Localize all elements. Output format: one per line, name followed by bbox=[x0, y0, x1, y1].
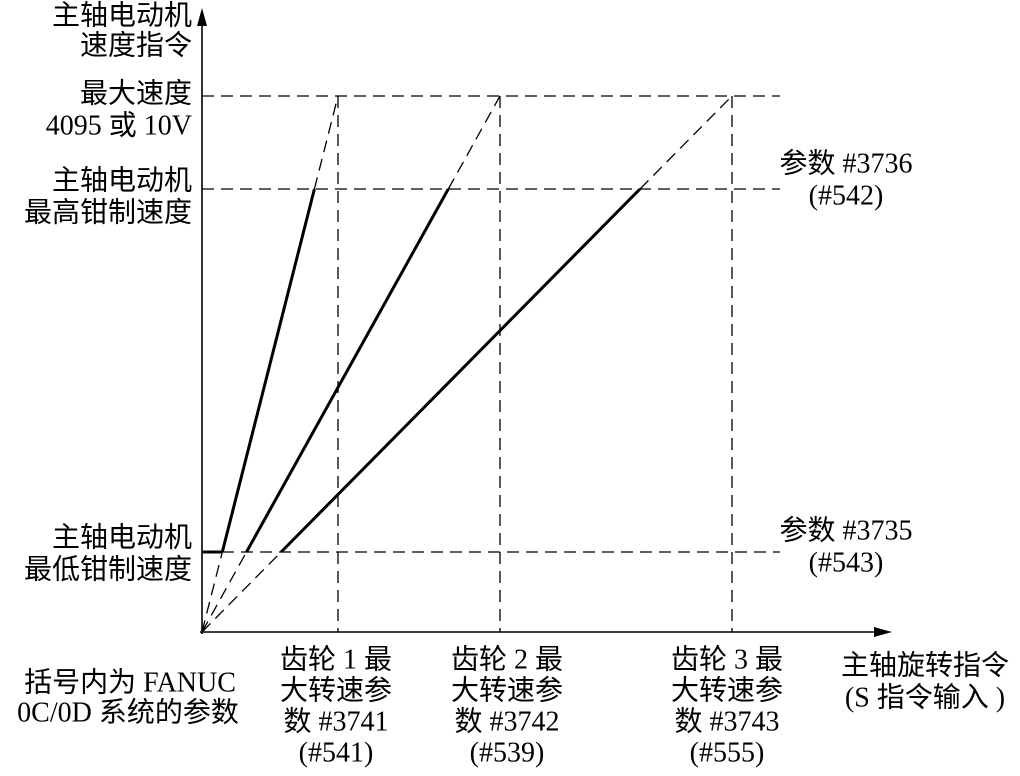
x-arrow bbox=[874, 627, 892, 637]
upper-clamp-label: 最高钳制速度 bbox=[24, 196, 192, 228]
upper-clamp-label: 主轴电动机 bbox=[52, 164, 192, 196]
upper-clamp-param: (#542) bbox=[809, 180, 884, 211]
lower-clamp-param: 参数 #3735 bbox=[779, 514, 912, 546]
gear-label: 数 #3741 bbox=[283, 705, 388, 737]
y-axis-label: 主轴电动机 bbox=[52, 0, 192, 31]
gear-dash bbox=[201, 551, 223, 633]
y-arrow bbox=[197, 8, 207, 26]
gear-label: (#539) bbox=[470, 737, 545, 768]
max-label: 最大速度 bbox=[80, 77, 192, 109]
gear-dash bbox=[201, 551, 282, 633]
gear-label: 数 #3743 bbox=[674, 705, 779, 737]
max-label: 4095 或 10V bbox=[46, 109, 192, 141]
gear-label: 齿轮 3 最 bbox=[671, 643, 783, 675]
x-axis-label: 主轴旋转指令 bbox=[841, 649, 1009, 681]
gear-dash bbox=[313, 95, 339, 190]
lower-clamp-label: 最低钳制速度 bbox=[24, 553, 192, 585]
gear-label: 大转速参 bbox=[451, 674, 563, 706]
gear-label: 大转速参 bbox=[671, 674, 783, 706]
x-axis-label: (S 指令输入 ) bbox=[845, 681, 1005, 713]
lower-clamp-label: 主轴电动机 bbox=[52, 521, 192, 553]
gear-solid bbox=[220, 188, 316, 553]
upper-clamp-param: 参数 #3736 bbox=[779, 147, 912, 179]
gear-label: 齿轮 1 最 bbox=[280, 643, 392, 675]
lower-clamp-param: (#543) bbox=[809, 547, 884, 578]
note: 0C/0D 系统的参数 bbox=[17, 696, 239, 728]
gear-label: 大转速参 bbox=[280, 674, 392, 706]
gear-solid bbox=[280, 187, 642, 554]
gear-label: (#541) bbox=[299, 737, 374, 768]
gear-label: 数 #3742 bbox=[454, 705, 559, 737]
gear-label: 齿轮 2 最 bbox=[451, 643, 563, 675]
gear-label: (#555) bbox=[690, 737, 765, 768]
note: 括号内为 FANUC bbox=[24, 666, 236, 698]
gear-dash bbox=[201, 551, 248, 633]
gear-dash bbox=[639, 95, 733, 190]
gear-solid bbox=[245, 188, 450, 553]
gear-dash bbox=[447, 95, 501, 190]
y-axis-label: 速度指令 bbox=[80, 29, 192, 61]
